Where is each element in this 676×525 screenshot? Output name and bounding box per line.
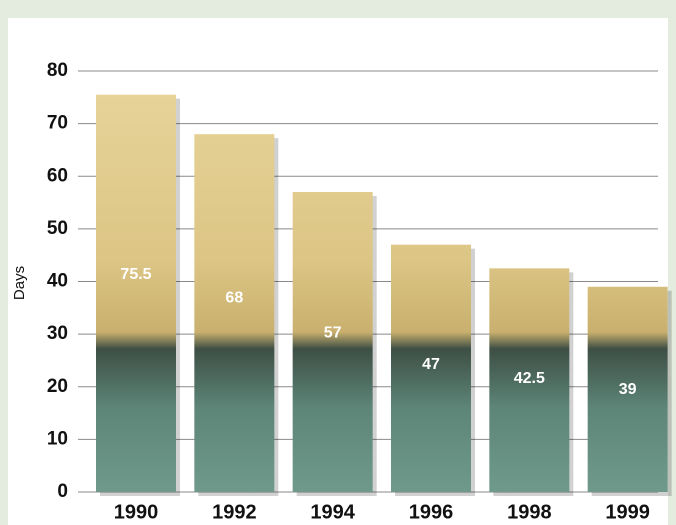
- y-tick-label: 0: [57, 481, 68, 502]
- y-tick-label: 20: [47, 376, 68, 397]
- x-tick-label: 1999: [605, 501, 650, 523]
- x-tick-label: 1996: [409, 501, 454, 523]
- x-tick-label: 1994: [310, 501, 355, 523]
- y-tick-label: 10: [47, 428, 68, 449]
- bar: [96, 95, 176, 492]
- y-tick-label: 50: [47, 218, 68, 239]
- y-tick-label: 60: [47, 165, 68, 186]
- bar: [293, 192, 373, 492]
- x-tick-label: 1998: [507, 501, 552, 523]
- page: {"chart_data": {"type": "bar", "y_label"…: [0, 0, 676, 525]
- y-tick-label: 70: [47, 113, 68, 134]
- data-label: 47: [422, 356, 440, 373]
- data-label: 68: [225, 290, 243, 307]
- y-tick-label: 30: [47, 323, 68, 344]
- data-label: 75.5: [120, 266, 151, 283]
- y-tick-label: 40: [47, 271, 68, 292]
- bar: [194, 134, 274, 492]
- chart: Days 0 10 20 30 40 50 60 70 80 75.5 1990 68 1992 57 19…: [0, 0, 676, 525]
- data-label: 57: [324, 324, 342, 341]
- data-label: 39: [619, 381, 637, 398]
- x-tick-label: 1992: [212, 501, 257, 523]
- y-tick-label: 80: [47, 60, 68, 81]
- data-label: 42.5: [514, 370, 545, 387]
- x-tick-label: 1990: [114, 501, 159, 523]
- y-axis-label: Days: [11, 266, 28, 300]
